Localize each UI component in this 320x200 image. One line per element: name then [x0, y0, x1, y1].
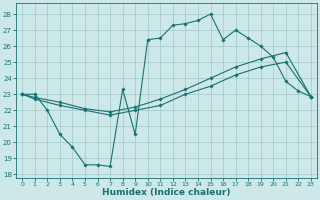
X-axis label: Humidex (Indice chaleur): Humidex (Indice chaleur) [102, 188, 231, 197]
